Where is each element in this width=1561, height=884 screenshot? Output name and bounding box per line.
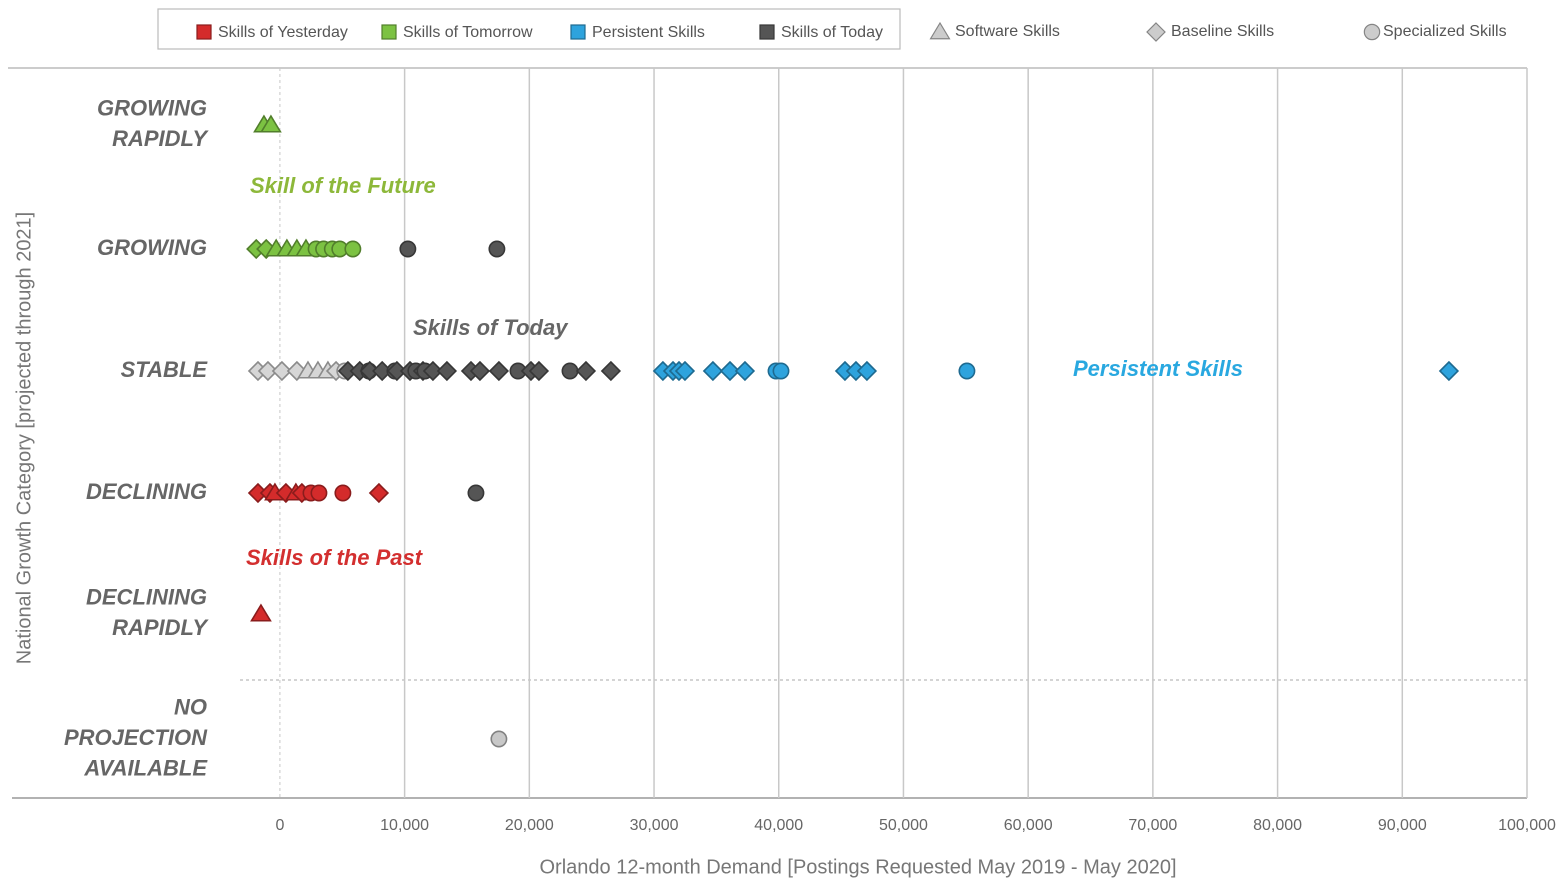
diamond-marker bbox=[257, 360, 279, 382]
diamond-marker bbox=[1438, 360, 1460, 382]
row-label: NO bbox=[174, 694, 207, 719]
diamond-marker bbox=[469, 360, 491, 382]
diamond-marker bbox=[575, 360, 597, 382]
legend-label: Skills of Yesterday bbox=[218, 24, 348, 41]
diamond-marker bbox=[702, 360, 724, 382]
diamond-marker bbox=[856, 360, 878, 382]
diamond-marker bbox=[271, 360, 293, 382]
diamond-marker bbox=[368, 482, 390, 504]
legend-box bbox=[157, 8, 901, 50]
circle-marker bbox=[399, 240, 417, 258]
diamond-marker bbox=[1146, 22, 1166, 42]
legend-label: Baseline Skills bbox=[1171, 23, 1274, 40]
legend-label: Software Skills bbox=[955, 23, 1060, 40]
row-label: AVAILABLE bbox=[83, 755, 208, 780]
row-label: PROJECTION bbox=[64, 725, 208, 750]
x-tick-label: 30,000 bbox=[630, 817, 679, 834]
x-tick-label: 60,000 bbox=[1004, 817, 1053, 834]
x-tick-label: 40,000 bbox=[754, 817, 803, 834]
legend-swatch bbox=[570, 24, 586, 40]
diamond-marker bbox=[436, 360, 458, 382]
x-tick-label: 50,000 bbox=[879, 817, 928, 834]
row-label: RAPIDLY bbox=[112, 126, 209, 151]
legend-label: Skills of Today bbox=[781, 24, 883, 41]
triangle-marker bbox=[260, 114, 282, 133]
legend-label: Skills of Tomorrow bbox=[403, 24, 533, 41]
row-label: DECLINING bbox=[86, 585, 207, 610]
annotation: Skills of Today bbox=[413, 315, 569, 340]
y-axis-label: National Growth Category [projected thro… bbox=[13, 212, 35, 665]
legend-swatch bbox=[759, 24, 775, 40]
diamond-marker bbox=[600, 360, 622, 382]
x-axis-label: Orlando 12-month Demand [Postings Reques… bbox=[539, 856, 1176, 878]
x-tick-label: 10,000 bbox=[380, 817, 429, 834]
circle-marker bbox=[334, 484, 352, 502]
legend-label: Persistent Skills bbox=[592, 24, 705, 41]
annotation: Skill of the Future bbox=[250, 173, 436, 198]
circle-marker bbox=[1363, 23, 1381, 41]
legend-label: Specialized Skills bbox=[1383, 23, 1507, 40]
diamond-marker bbox=[488, 360, 510, 382]
annotation: Skills of the Past bbox=[246, 545, 424, 570]
diamond-marker bbox=[674, 360, 696, 382]
row-label: GROWING bbox=[97, 235, 207, 260]
circle-marker bbox=[467, 484, 485, 502]
legend-swatch bbox=[196, 24, 212, 40]
row-label: DECLINING bbox=[86, 479, 207, 504]
annotation: Persistent Skills bbox=[1073, 356, 1243, 381]
x-tick-label: 70,000 bbox=[1128, 817, 1177, 834]
x-tick-label: 0 bbox=[275, 817, 284, 834]
x-tick-label: 80,000 bbox=[1253, 817, 1302, 834]
row-label: RAPIDLY bbox=[112, 615, 209, 640]
triangle-marker bbox=[250, 603, 272, 622]
diamond-marker bbox=[528, 360, 550, 382]
triangle-marker bbox=[929, 21, 951, 40]
circle-marker bbox=[344, 240, 362, 258]
diamond-marker bbox=[422, 360, 444, 382]
x-tick-label: 100,000 bbox=[1498, 817, 1556, 834]
row-label: STABLE bbox=[121, 357, 209, 382]
diamond-marker bbox=[734, 360, 756, 382]
circle-marker bbox=[488, 240, 506, 258]
diamond-marker bbox=[719, 360, 741, 382]
legend-swatch bbox=[381, 24, 397, 40]
circle-marker bbox=[561, 362, 579, 380]
x-tick-label: 20,000 bbox=[505, 817, 554, 834]
row-label: GROWING bbox=[97, 96, 207, 121]
circle-marker bbox=[772, 362, 790, 380]
circle-marker bbox=[310, 484, 328, 502]
x-tick-label: 90,000 bbox=[1378, 817, 1427, 834]
circle-marker bbox=[490, 730, 508, 748]
circle-marker bbox=[958, 362, 976, 380]
